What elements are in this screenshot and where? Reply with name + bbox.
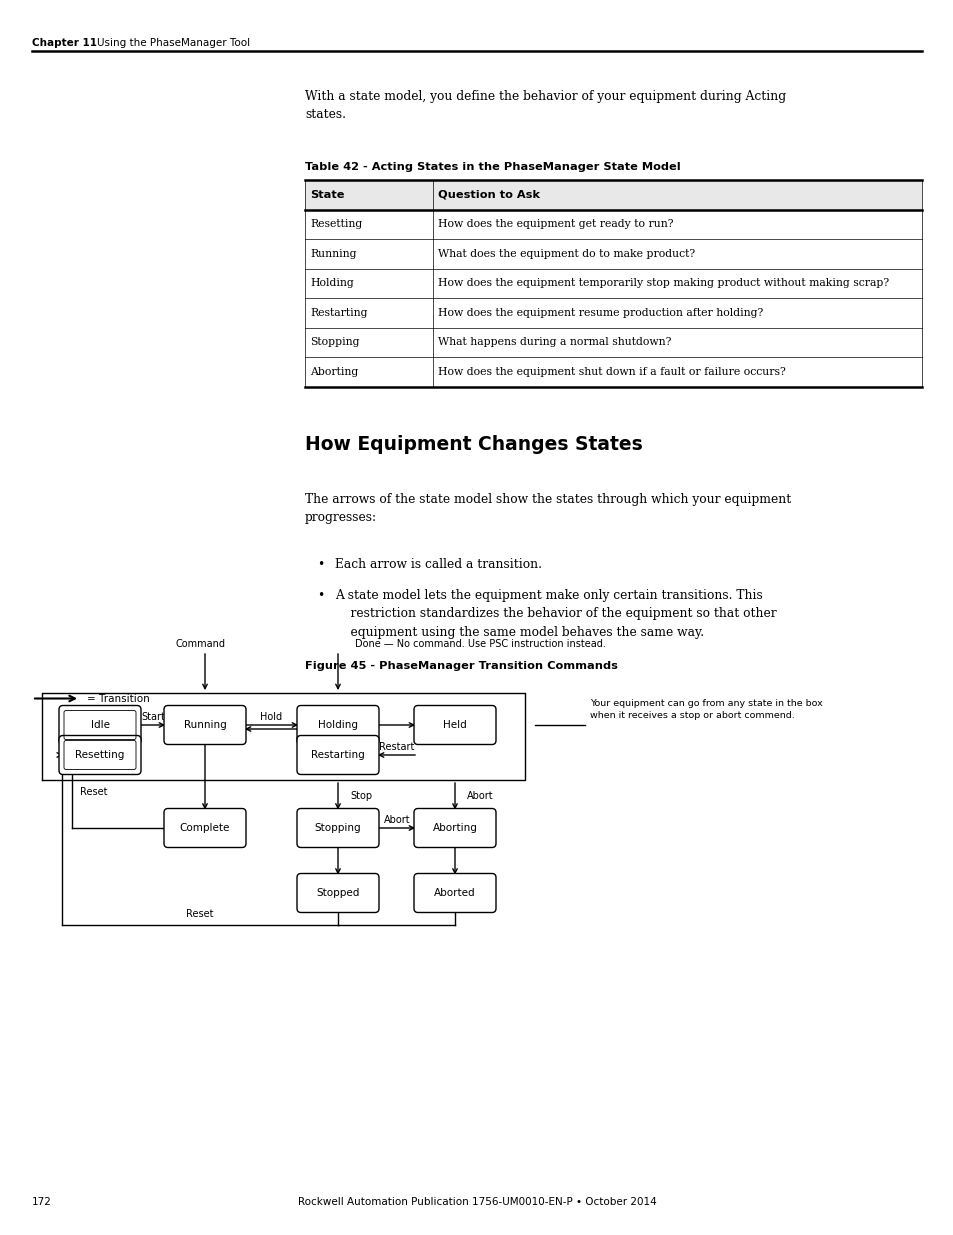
Text: Command: Command	[174, 638, 225, 650]
Text: The arrows of the state model show the states through which your equipment
progr: The arrows of the state model show the s…	[305, 493, 790, 524]
FancyBboxPatch shape	[296, 809, 378, 847]
Text: Stopping: Stopping	[310, 337, 359, 347]
FancyBboxPatch shape	[414, 873, 496, 913]
FancyBboxPatch shape	[59, 736, 141, 774]
FancyBboxPatch shape	[414, 705, 496, 745]
Text: How does the equipment temporarily stop making product without making scrap?: How does the equipment temporarily stop …	[437, 278, 888, 288]
FancyBboxPatch shape	[296, 736, 378, 774]
Text: = Transition: = Transition	[87, 694, 150, 704]
Text: 172: 172	[32, 1197, 51, 1207]
Text: Your equipment can go from any state in the box
when it receives a stop or abort: Your equipment can go from any state in …	[589, 699, 821, 720]
Text: Held: Held	[442, 720, 466, 730]
Text: A state model lets the equipment make only certain transitions. This
    restric: A state model lets the equipment make on…	[335, 589, 776, 638]
Text: Reset: Reset	[186, 909, 213, 919]
FancyBboxPatch shape	[296, 705, 378, 745]
Text: Stopping: Stopping	[314, 823, 361, 832]
Text: Complete: Complete	[179, 823, 230, 832]
Text: Running: Running	[310, 248, 356, 259]
Text: What happens during a normal shutdown?: What happens during a normal shutdown?	[437, 337, 671, 347]
Text: Idle: Idle	[91, 720, 110, 730]
Text: How Equipment Changes States: How Equipment Changes States	[305, 435, 642, 453]
Text: Done — No command. Use PSC instruction instead.: Done — No command. Use PSC instruction i…	[355, 638, 605, 650]
Bar	[305, 180, 921, 210]
Text: Resetting: Resetting	[310, 220, 362, 230]
FancyBboxPatch shape	[164, 705, 246, 745]
Text: Abort: Abort	[383, 815, 410, 825]
Text: Start: Start	[141, 713, 165, 722]
Text: Chapter 11: Chapter 11	[32, 38, 97, 48]
Text: •: •	[316, 589, 324, 601]
Text: Restart: Restart	[379, 742, 415, 752]
FancyBboxPatch shape	[59, 705, 141, 745]
Text: Stopped: Stopped	[316, 888, 359, 898]
Text: Restarting: Restarting	[311, 750, 364, 760]
Text: Each arrow is called a transition.: Each arrow is called a transition.	[335, 557, 541, 571]
Text: How does the equipment get ready to run?: How does the equipment get ready to run?	[437, 220, 673, 230]
Text: Restarting: Restarting	[310, 308, 367, 317]
Text: Aborting: Aborting	[432, 823, 476, 832]
Text: Holding: Holding	[310, 278, 354, 288]
Text: Reset: Reset	[80, 787, 108, 797]
Text: Table 42 - Acting States in the PhaseManager State Model: Table 42 - Acting States in the PhaseMan…	[305, 162, 680, 172]
Text: Holding: Holding	[317, 720, 357, 730]
Text: Resetting: Resetting	[75, 750, 125, 760]
FancyBboxPatch shape	[296, 873, 378, 913]
Text: Aborted: Aborted	[434, 888, 476, 898]
Text: Using the PhaseManager Tool: Using the PhaseManager Tool	[97, 38, 250, 48]
FancyBboxPatch shape	[164, 809, 246, 847]
Text: Question to Ask: Question to Ask	[437, 190, 539, 200]
Text: Aborting: Aborting	[310, 367, 358, 377]
Text: Stop: Stop	[350, 792, 372, 802]
Text: Running: Running	[183, 720, 226, 730]
FancyBboxPatch shape	[414, 809, 496, 847]
Text: State: State	[310, 190, 344, 200]
Text: How does the equipment shut down if a fault or failure occurs?: How does the equipment shut down if a fa…	[437, 367, 785, 377]
Text: Hold: Hold	[260, 713, 282, 722]
Text: Abort: Abort	[467, 792, 493, 802]
Text: Hold: Hold	[350, 735, 372, 745]
Text: What does the equipment do to make product?: What does the equipment do to make produ…	[437, 248, 695, 259]
Text: With a state model, you define the behavior of your equipment during Acting
stat: With a state model, you define the behav…	[305, 90, 785, 121]
Text: How does the equipment resume production after holding?: How does the equipment resume production…	[437, 308, 762, 317]
Text: •: •	[316, 557, 324, 571]
Text: Figure 45 - PhaseManager Transition Commands: Figure 45 - PhaseManager Transition Comm…	[305, 661, 618, 671]
Text: Rockwell Automation Publication 1756-UM0010-EN-P • October 2014: Rockwell Automation Publication 1756-UM0…	[297, 1197, 656, 1207]
